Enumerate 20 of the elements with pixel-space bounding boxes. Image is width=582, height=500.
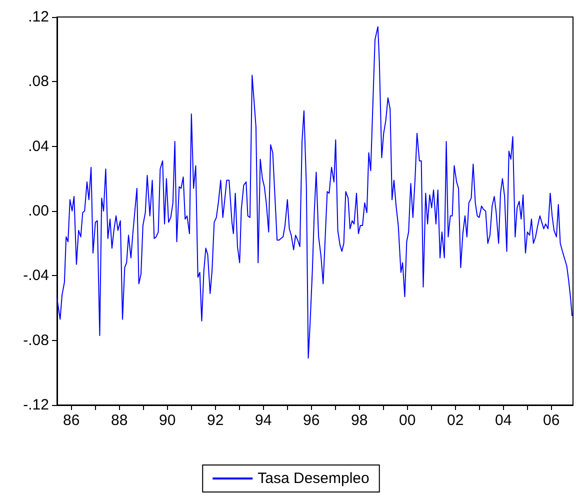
- x-tick-label: 98: [351, 412, 368, 429]
- y-tick-label: .00: [28, 202, 49, 220]
- x-tick-label: 92: [207, 412, 224, 429]
- line-series: [56, 26, 573, 359]
- x-tick-label: 86: [63, 412, 80, 429]
- x-tick-label: 90: [159, 412, 176, 429]
- legend-label: Tasa Desempleo: [258, 470, 370, 487]
- y-tick-label: .04: [28, 138, 49, 155]
- y-tick-label: -.12: [23, 396, 49, 414]
- y-tick-label: -.08: [23, 332, 49, 349]
- y-tick-label: -.04: [23, 267, 49, 284]
- y-tick-label: .08: [28, 73, 49, 90]
- x-tick-label: 00: [399, 412, 416, 429]
- x-tick-label: 88: [111, 412, 128, 429]
- y-tick-label: .12: [28, 8, 49, 26]
- x-tick-label: 02: [447, 412, 464, 429]
- x-tick-label: 96: [303, 412, 320, 429]
- x-tick-label: 06: [543, 412, 560, 429]
- x-tick-label: 94: [255, 412, 272, 429]
- x-tick-label: 04: [495, 412, 512, 429]
